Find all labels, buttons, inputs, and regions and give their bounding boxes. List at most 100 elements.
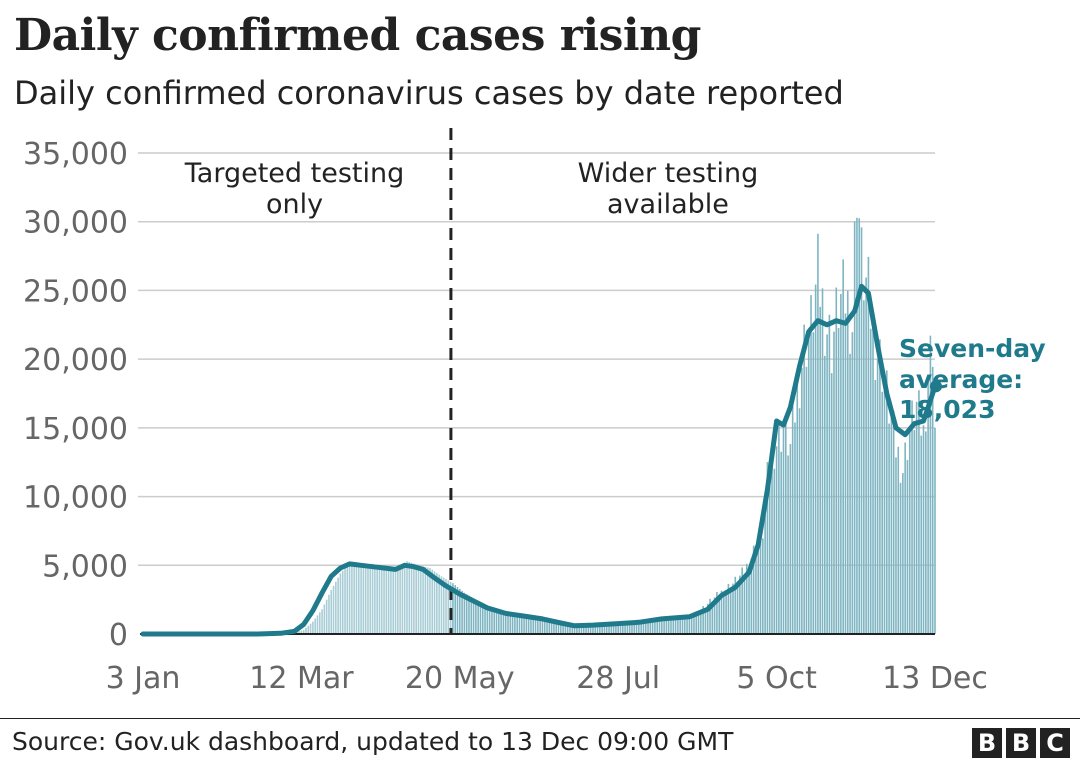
daily-case-bar (592, 625, 594, 634)
daily-case-bar (720, 590, 723, 634)
logo-letter: C (1040, 728, 1070, 758)
daily-case-bar (644, 621, 647, 634)
daily-case-bar (380, 566, 383, 634)
daily-case-bar (764, 502, 766, 634)
daily-case-bar (752, 545, 755, 634)
seven-day-average-line (140, 283, 938, 637)
y-tick-label: 20,000 (23, 343, 128, 378)
daily-case-bar (525, 616, 528, 634)
daily-case-bar (706, 603, 709, 634)
daily-case-bar (865, 277, 867, 634)
daily-case-bar (445, 579, 447, 634)
daily-case-bar (546, 619, 548, 634)
daily-case-bar (401, 564, 404, 634)
x-tick-label: 28 Jul (576, 661, 660, 696)
daily-case-bar (491, 607, 493, 634)
daily-case-bar (385, 567, 388, 634)
daily-case-bar (828, 314, 831, 634)
daily-case-bar (929, 335, 932, 634)
daily-case-bar (794, 422, 796, 634)
daily-case-bar (904, 442, 906, 634)
daily-case-bar (431, 569, 434, 634)
daily-case-bar (824, 355, 826, 634)
daily-case-bar (530, 617, 532, 634)
daily-case-bar (316, 615, 319, 634)
daily-case-bar (523, 616, 525, 634)
daily-case-bar (826, 334, 828, 634)
daily-case-bar (899, 482, 902, 634)
daily-case-bar (502, 611, 505, 634)
daily-case-bar (633, 623, 636, 634)
daily-case-bar (835, 287, 838, 634)
daily-case-bar (837, 327, 840, 634)
daily-case-bar (784, 415, 787, 634)
daily-case-bar (481, 603, 484, 634)
daily-case-bar (879, 339, 881, 634)
daily-case-bar (883, 379, 886, 634)
y-tick-label: 10,000 (23, 481, 128, 516)
annotation-value: 18,023 (899, 395, 995, 424)
daily-case-bar (651, 620, 654, 634)
daily-case-bar (484, 605, 486, 634)
daily-case-bar (925, 431, 927, 634)
daily-case-bar (849, 353, 851, 634)
daily-case-bar (325, 599, 328, 634)
daily-case-bar (576, 625, 578, 634)
daily-case-bar (300, 630, 303, 634)
daily-case-bar (392, 568, 395, 634)
daily-case-bar (573, 625, 576, 634)
daily-cases-bars (270, 217, 936, 635)
daily-case-bar (605, 624, 608, 634)
daily-case-bar (504, 612, 507, 634)
daily-case-bar (369, 564, 372, 634)
footer-divider (0, 718, 1080, 719)
daily-case-bar (399, 566, 401, 634)
daily-case-bar (617, 624, 620, 634)
daily-case-bar (718, 596, 721, 634)
daily-case-bar (734, 576, 737, 634)
daily-case-bar (771, 441, 773, 634)
daily-case-bar (314, 618, 316, 634)
daily-case-bar (442, 577, 445, 634)
daily-case-bar (603, 624, 606, 634)
daily-case-bar (541, 618, 544, 634)
daily-case-bar (927, 379, 929, 634)
daily-case-bar (589, 625, 592, 634)
daily-case-bar (587, 625, 590, 634)
daily-case-bar (739, 575, 741, 634)
daily-case-bar (681, 617, 684, 634)
daily-case-bar (911, 400, 913, 634)
daily-case-bar (934, 427, 936, 634)
daily-case-bar (422, 566, 424, 634)
bbc-logo: B B C (972, 728, 1070, 758)
daily-case-bar (732, 583, 734, 634)
daily-case-bar (881, 391, 884, 634)
daily-case-bar (727, 583, 730, 634)
logo-letter: B (1006, 728, 1036, 758)
daily-case-bar (814, 284, 817, 634)
daily-case-bar (449, 581, 452, 634)
daily-case-bar (353, 563, 356, 634)
daily-case-bar (922, 425, 925, 634)
daily-case-bar (686, 617, 688, 634)
daily-case-bar (608, 624, 610, 634)
daily-case-bar (670, 619, 672, 634)
daily-case-bar (321, 609, 323, 634)
daily-case-bar (543, 618, 546, 634)
daily-case-bar (463, 592, 466, 634)
daily-case-bar (569, 624, 571, 634)
y-axis-ticks: 0 5,000 10,000 15,000 20,000 25,000 30,000 35,0… (23, 137, 128, 653)
daily-case-bar (663, 619, 665, 634)
daily-case-bar (897, 446, 900, 634)
daily-case-bar (458, 588, 461, 634)
daily-case-bar (479, 602, 482, 634)
daily-case-bar (830, 373, 833, 634)
daily-case-bar (564, 623, 567, 634)
daily-case-bar (312, 621, 314, 634)
daily-case-bar (438, 574, 440, 634)
daily-case-bar (642, 622, 645, 634)
daily-case-bar (302, 629, 305, 634)
daily-case-bar (757, 541, 760, 634)
daily-case-bar (495, 609, 498, 634)
daily-case-bar (658, 620, 661, 634)
